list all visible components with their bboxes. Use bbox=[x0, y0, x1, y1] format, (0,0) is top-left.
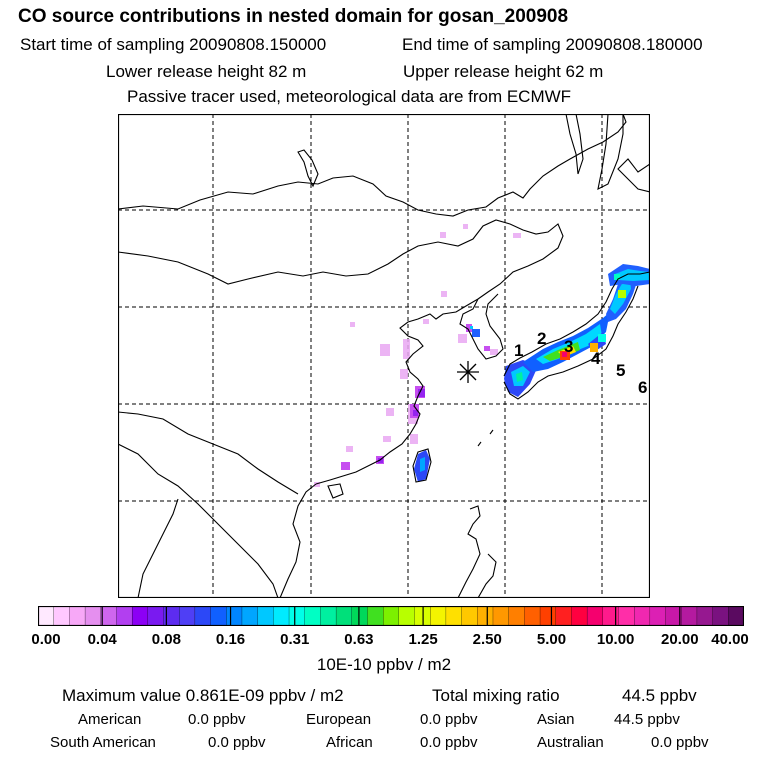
region-asian-value: 44.5 ppbv bbox=[614, 711, 680, 728]
colorbar-cell bbox=[681, 606, 698, 626]
colorbar-tick-label: 0.04 bbox=[87, 631, 117, 648]
map-frame bbox=[118, 114, 650, 598]
coastlines bbox=[118, 114, 650, 598]
region-label-5: 5 bbox=[616, 361, 625, 380]
colorbar-cell bbox=[131, 606, 149, 626]
colorbar-cell bbox=[555, 606, 572, 626]
colorbar-tick-label: 0.31 bbox=[280, 631, 310, 648]
region-label-1: 1 bbox=[514, 341, 523, 360]
colorbar-cell bbox=[618, 606, 635, 626]
colorbar-cell bbox=[210, 606, 227, 626]
colorbar-cell bbox=[288, 606, 306, 626]
colorbar-unit: 10E-10 ppbv / m2 bbox=[316, 655, 452, 674]
colorbar-cell bbox=[728, 606, 744, 626]
colorbar-tick-label: 20.00 bbox=[661, 631, 699, 648]
region-south-american-name: South American bbox=[50, 734, 156, 751]
region-american-value: 0.0 ppbv bbox=[188, 711, 246, 728]
concentration-field bbox=[314, 224, 650, 487]
colorbar-tick-label: 0.63 bbox=[344, 631, 374, 648]
colorbar-cell bbox=[586, 606, 604, 626]
region-label-6: 6 bbox=[638, 378, 647, 397]
colorbar-cell bbox=[273, 606, 290, 626]
colorbar-cell bbox=[445, 606, 463, 626]
lower-height-label: Lower release height 82 m bbox=[106, 62, 307, 81]
upper-height-label: Upper release height 62 m bbox=[403, 62, 604, 81]
colorbar-cell bbox=[508, 606, 525, 626]
colorbar-cell bbox=[257, 606, 274, 626]
region-american-name: American bbox=[78, 711, 142, 728]
map-title: CO source contributions in nested domain… bbox=[18, 6, 569, 27]
colorbar-cell bbox=[226, 606, 243, 626]
colorbar-cell bbox=[367, 606, 384, 626]
colorbar-cell bbox=[69, 606, 86, 626]
region-european-name: European bbox=[306, 711, 372, 728]
colorbar-cell bbox=[320, 606, 337, 626]
colorbar-tick-label: 2.50 bbox=[472, 631, 502, 648]
region-label-4: 4 bbox=[591, 349, 601, 368]
colorbar-tick-label: 0.16 bbox=[215, 631, 246, 648]
colorbar-cell bbox=[100, 606, 117, 626]
region-european-value: 0.0 ppbv bbox=[420, 711, 478, 728]
colorbar-cell bbox=[116, 606, 133, 626]
colorbar-cell bbox=[53, 606, 70, 626]
region-south-american-value: 0.0 ppbv bbox=[208, 734, 266, 751]
colorbar-cell bbox=[335, 606, 353, 626]
asterisk-icon bbox=[457, 361, 479, 383]
colorbar-cell bbox=[649, 606, 667, 626]
colorbar-cell bbox=[38, 606, 55, 626]
colorbar-cell bbox=[665, 606, 682, 626]
colorbar-cell bbox=[571, 606, 588, 626]
region-african-name: African bbox=[326, 734, 373, 751]
colorbar-tick-label: 1.25 bbox=[408, 631, 438, 648]
region-african-value: 0.0 ppbv bbox=[420, 734, 478, 751]
region-label-3: 3 bbox=[564, 337, 573, 356]
colorbar-cell bbox=[539, 606, 557, 626]
concentration-map: 1 2 3 4 5 6 bbox=[118, 114, 650, 598]
colorbar-cell bbox=[430, 606, 447, 626]
colorbar-cell bbox=[351, 606, 368, 626]
colorbar-cell bbox=[477, 606, 494, 626]
end-time-label: End time of sampling 20090808.180000 bbox=[402, 35, 703, 54]
colorbar-cell bbox=[304, 606, 321, 626]
colorbar-cell bbox=[634, 606, 651, 626]
colorbar-tick-label: 10.00 bbox=[596, 631, 635, 648]
region-australian-name: Australian bbox=[537, 734, 604, 751]
colorbar-cell bbox=[241, 606, 259, 626]
colorbar-cell bbox=[696, 606, 714, 626]
colorbar-cell bbox=[194, 606, 212, 626]
colorbar-cell bbox=[383, 606, 400, 626]
colorbar-cell bbox=[602, 606, 619, 626]
tracer-note: Passive tracer used, meteorological data… bbox=[127, 87, 572, 106]
colorbar-cell bbox=[461, 606, 478, 626]
max-value-label: Maximum value 0.861E-09 ppbv / m2 bbox=[62, 686, 344, 705]
total-mixing-label: Total mixing ratio bbox=[432, 686, 560, 705]
colorbar-tick-label: 5.00 bbox=[536, 631, 567, 648]
colorbar-cell bbox=[179, 606, 196, 626]
colorbar-cell bbox=[147, 606, 164, 626]
colorbar-cell bbox=[398, 606, 415, 626]
colorbar-tick-label: 40.00 bbox=[711, 631, 749, 648]
colorbar-cell bbox=[84, 606, 102, 626]
colorbar-cell bbox=[524, 606, 541, 626]
region-label-2: 2 bbox=[537, 329, 546, 348]
colorbar bbox=[38, 606, 744, 626]
total-mixing-value: 44.5 ppbv bbox=[622, 686, 697, 705]
colorbar-cell bbox=[712, 606, 729, 626]
colorbar-cell bbox=[492, 606, 510, 626]
start-time-label: Start time of sampling 20090808.150000 bbox=[20, 35, 327, 54]
region-australian-value: 0.0 ppbv bbox=[651, 734, 709, 751]
colorbar-tick-label: 0.08 bbox=[151, 631, 181, 648]
colorbar-tick-label: 0.00 bbox=[31, 631, 61, 648]
region-asian-name: Asian bbox=[537, 711, 575, 728]
